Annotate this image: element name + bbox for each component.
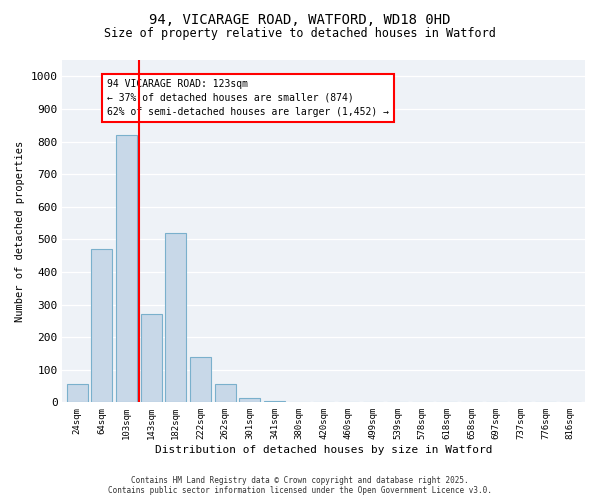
- Bar: [166, 233, 186, 402]
- X-axis label: Distribution of detached houses by size in Watford: Distribution of detached houses by size …: [155, 445, 493, 455]
- Text: Size of property relative to detached houses in Watford: Size of property relative to detached ho…: [104, 28, 496, 40]
- Bar: [239, 398, 260, 402]
- Bar: [215, 384, 236, 402]
- Bar: [264, 400, 285, 402]
- Bar: [140, 314, 161, 402]
- Text: 94, VICARAGE ROAD, WATFORD, WD18 0HD: 94, VICARAGE ROAD, WATFORD, WD18 0HD: [149, 12, 451, 26]
- Bar: [67, 384, 88, 402]
- Bar: [190, 356, 211, 403]
- Y-axis label: Number of detached properties: Number of detached properties: [15, 140, 25, 322]
- Text: Contains HM Land Registry data © Crown copyright and database right 2025.
Contai: Contains HM Land Registry data © Crown c…: [108, 476, 492, 495]
- Bar: [116, 135, 137, 402]
- Text: 94 VICARAGE ROAD: 123sqm
← 37% of detached houses are smaller (874)
62% of semi-: 94 VICARAGE ROAD: 123sqm ← 37% of detach…: [107, 79, 389, 117]
- Bar: [91, 249, 112, 402]
